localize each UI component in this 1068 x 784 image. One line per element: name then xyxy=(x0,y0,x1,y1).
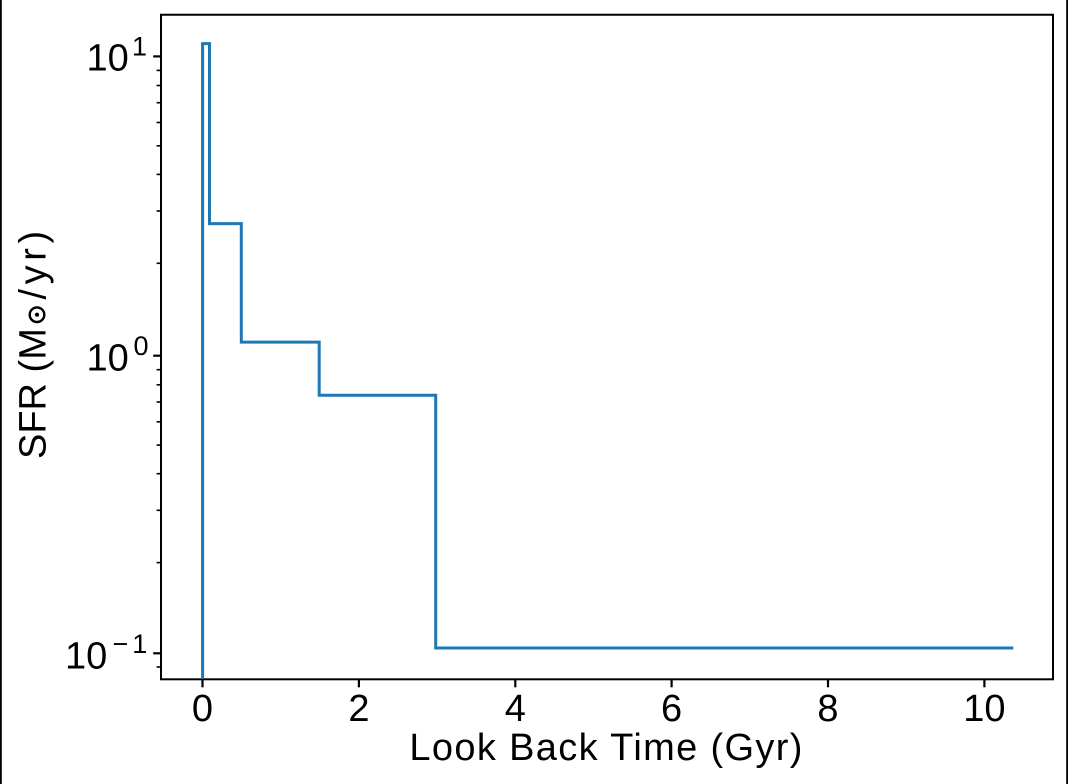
svg-text:10: 10 xyxy=(87,338,129,380)
svg-text:0: 0 xyxy=(192,688,213,730)
svg-text:6: 6 xyxy=(661,688,682,730)
svg-text:10: 10 xyxy=(87,38,129,80)
svg-text:4: 4 xyxy=(505,688,526,730)
svg-text:8: 8 xyxy=(817,688,838,730)
svg-text:/yr): /yr) xyxy=(13,226,55,299)
svg-text:SFR (M: SFR (M xyxy=(13,328,55,459)
svg-text:Look Back Time (Gyr): Look Back Time (Gyr) xyxy=(409,727,803,769)
svg-text:10: 10 xyxy=(963,688,1005,730)
svg-text:−1: −1 xyxy=(113,629,152,659)
svg-text:1: 1 xyxy=(132,32,147,62)
svg-text:0: 0 xyxy=(134,331,149,361)
svg-text:2: 2 xyxy=(348,688,369,730)
svg-text:10: 10 xyxy=(65,636,107,678)
